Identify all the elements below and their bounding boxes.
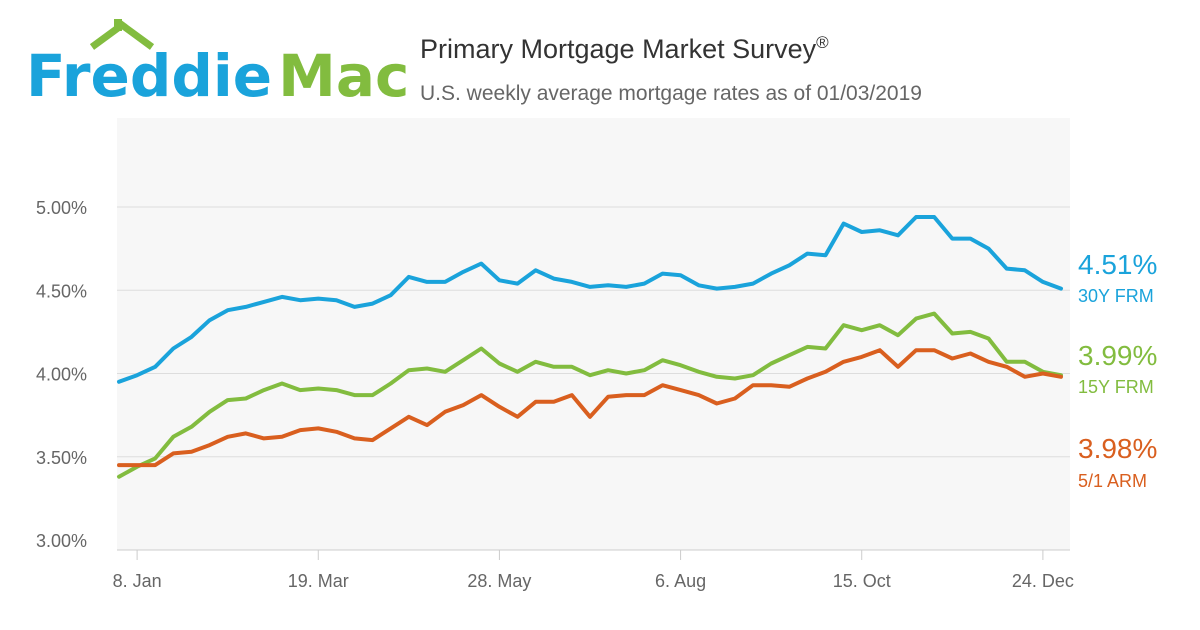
end-value-30y-frm: 4.51% bbox=[1078, 249, 1157, 280]
x-tick-label: 24. Dec bbox=[1012, 571, 1074, 591]
series-label-30y-frm: 30Y FRM bbox=[1078, 286, 1154, 306]
x-tick-label: 6. Aug bbox=[655, 571, 706, 591]
end-value-5-1-arm: 3.98% bbox=[1078, 433, 1157, 464]
y-tick-label: 5.00% bbox=[36, 198, 87, 218]
y-tick-label: 4.00% bbox=[36, 365, 87, 385]
x-tick-label: 28. May bbox=[467, 571, 531, 591]
series-lines bbox=[117, 215, 1063, 479]
y-axis-ticks: 3.00% 3.50% 4.00% 4.50% 5.00% bbox=[36, 198, 87, 551]
x-axis-ticks: 8. Jan 19. Mar 28. May 6. Aug 15. Oct 24. Dec bbox=[113, 550, 1074, 591]
series-label-5-1-arm: 5/1 ARM bbox=[1078, 471, 1147, 491]
chart-title: Primary Mortgage Market Survey bbox=[420, 34, 817, 64]
chart-subtitle: U.S. weekly average mortgage rates as of… bbox=[420, 82, 922, 105]
x-tick-label: 15. Oct bbox=[833, 571, 891, 591]
series-line-30y-frm bbox=[117, 215, 1063, 384]
series-line-5-1-arm bbox=[117, 348, 1063, 468]
series-label-15y-frm: 15Y FRM bbox=[1078, 377, 1154, 397]
svg-text:Primary Mortgage Market Survey: Primary Mortgage Market Survey® bbox=[420, 33, 829, 64]
end-value-15y-frm: 3.99% bbox=[1078, 340, 1157, 371]
house-chimney-icon bbox=[114, 19, 122, 31]
series-line-15y-frm bbox=[117, 311, 1063, 479]
freddie-mac-logo: Freddie Mac bbox=[26, 19, 409, 110]
y-tick-label: 3.00% bbox=[36, 531, 87, 551]
y-tick-label: 3.50% bbox=[36, 448, 87, 468]
plot-background bbox=[117, 118, 1070, 550]
x-tick-label: 8. Jan bbox=[113, 571, 162, 591]
end-labels: 4.51% 30Y FRM 3.99% 15Y FRM 3.98% 5/1 ARM bbox=[1078, 249, 1157, 491]
logo-text-freddie: Freddie bbox=[26, 42, 272, 110]
logo-text-mac: Mac bbox=[278, 42, 409, 110]
y-tick-label: 4.50% bbox=[36, 281, 87, 301]
x-tick-label: 19. Mar bbox=[288, 571, 349, 591]
registered-mark: ® bbox=[816, 33, 829, 52]
